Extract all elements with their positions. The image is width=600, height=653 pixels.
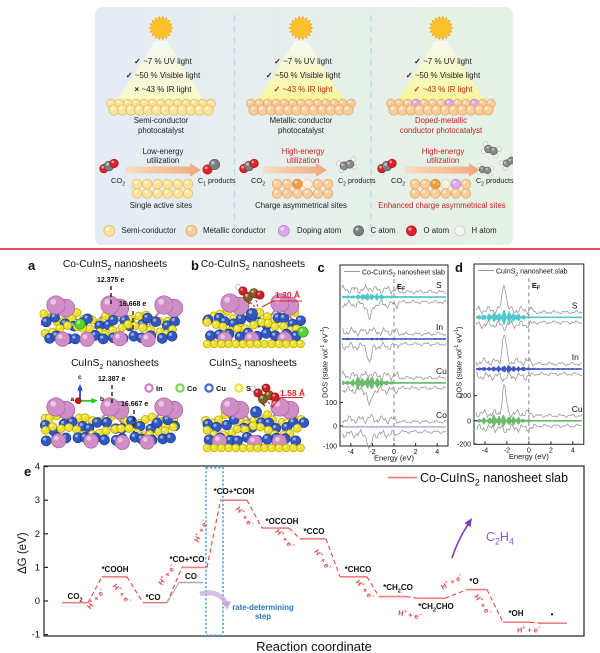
svg-text:Cu: Cu <box>571 404 582 414</box>
svg-text:2: 2 <box>414 449 418 456</box>
svg-text:-100: -100 <box>323 444 337 451</box>
svg-text:EF: EF <box>531 281 540 291</box>
svg-text:In: In <box>436 322 443 332</box>
svg-text:Co: Co <box>436 410 447 420</box>
svg-text:0: 0 <box>392 449 396 456</box>
svg-text:-4: -4 <box>348 449 354 456</box>
svg-text:-4: -4 <box>481 448 487 455</box>
svg-text:0: 0 <box>35 596 40 607</box>
svg-text:Energy (eV): Energy (eV) <box>374 454 415 463</box>
svg-text:In: In <box>571 352 578 362</box>
svg-text:0: 0 <box>333 423 337 430</box>
svg-text:Co-CuInS2 nanosheet slab: Co-CuInS2 nanosheet slab <box>362 270 445 279</box>
svg-text:4: 4 <box>35 462 40 473</box>
svg-text:S: S <box>436 280 442 290</box>
svg-text:S: S <box>571 301 577 311</box>
svg-text:3: 3 <box>35 495 40 506</box>
svg-text:1: 1 <box>35 562 40 573</box>
svg-text:0: 0 <box>526 448 530 455</box>
svg-text:-2: -2 <box>369 449 375 456</box>
svg-text:200: 200 <box>459 393 471 400</box>
svg-text:Energy (eV): Energy (eV) <box>508 452 548 461</box>
svg-text:4: 4 <box>570 448 574 455</box>
svg-text:100: 100 <box>325 400 337 407</box>
svg-text:Cu: Cu <box>436 366 447 376</box>
svg-text:-2: -2 <box>503 448 509 455</box>
svg-text:EF: EF <box>397 282 406 293</box>
svg-text:CuInS2 nanosheet slab: CuInS2 nanosheet slab <box>495 269 567 278</box>
svg-text:0: 0 <box>467 419 471 426</box>
svg-text:-1: -1 <box>32 630 40 641</box>
svg-text:2: 2 <box>548 448 552 455</box>
svg-text:4: 4 <box>435 449 439 456</box>
svg-text:-200: -200 <box>457 442 471 449</box>
svg-text:2: 2 <box>35 529 40 540</box>
